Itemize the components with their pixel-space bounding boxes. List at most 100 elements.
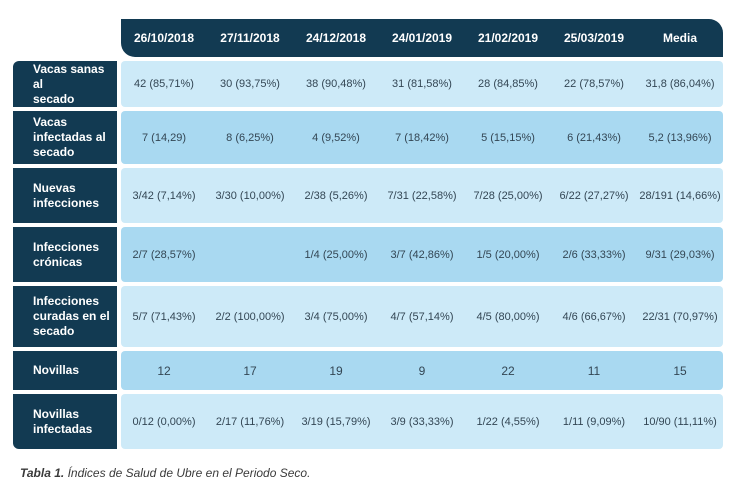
header-band: 26/10/2018 27/11/2018 24/12/2018 24/01/2019… [121, 19, 723, 57]
table-row: Vacas sanas al secado 42 (85,71%) 30 (93,75… [13, 61, 723, 107]
row-header-line: infectadas [33, 421, 93, 436]
row-header-label: Vacas infectadas al secado [33, 115, 106, 160]
table-cell: 5,2 (13,96%) [648, 131, 712, 144]
row-header-line: secado [33, 145, 75, 159]
table-cell: 3/42 (7,14%) [132, 189, 196, 202]
row-header: Infecciones curadas en el secado [13, 286, 117, 347]
table-cell: 10/90 (11,11%) [643, 415, 717, 428]
table-cell: 1/5 (20,00%) [476, 248, 540, 261]
row-values: 5/7 (71,43%) 2/2 (100,00%) 3/4 (75,00%) 4/7… [121, 286, 723, 347]
table-cell: 3/7 (42,86%) [390, 248, 454, 261]
row-values: 3/42 (7,14%) 3/30 (10,00%) 2/38 (5,26%) 7/3… [121, 168, 723, 223]
table-row: Infecciones crónicas 2/7 (28,57%) 1/4 (25,0… [13, 227, 723, 282]
table-cell: 4/5 (80,00%) [476, 310, 540, 323]
table-cell: 11 [587, 363, 601, 378]
row-values: 12 17 19 9 22 11 15 [121, 351, 723, 390]
table-row: Novillas infectadas 0/12 (0,00%) 2/17 (11,7… [13, 394, 723, 449]
row-header-line: Novillas [33, 406, 80, 421]
caption-text: Índices de Salud de Ubre en el Periodo S… [64, 466, 311, 480]
table-row: Nuevas infecciones 3/42 (7,14%) 3/30 (10,00… [13, 168, 723, 223]
table-cell [207, 227, 293, 282]
table-cell: 1/11 (9,09%) [562, 415, 626, 428]
row-header-line: Vacas [33, 115, 68, 129]
row-values: 0/12 (0,00%) 2/17 (11,76%) 3/19 (15,79%) 3/… [121, 394, 723, 449]
row-header: Vacas sanas al secado [13, 61, 117, 107]
table-cell: 6/22 (27,27%) [559, 189, 629, 202]
table-cell: 7 (14,29) [141, 131, 187, 144]
table-cell: 7 (18,42%) [395, 131, 449, 144]
row-header-line: Novillas [33, 363, 80, 377]
row-header-label: Infecciones crónicas [33, 240, 99, 270]
row-values: 42 (85,71%) 30 (93,75%) 38 (90,48%) 31 (81,… [121, 61, 723, 107]
row-header-line: Vacas sanas al [33, 61, 105, 91]
table-cell: 7/28 (25,00%) [473, 189, 543, 202]
row-header-label: Vacas sanas al secado [33, 62, 117, 107]
table-cell: 22 (78,57%) [564, 78, 624, 90]
table-cell: 3/9 (33,33%) [390, 415, 454, 428]
table-cell: 3/19 (15,79%) [301, 415, 371, 428]
row-header: Novillas [13, 351, 117, 390]
row-header-line: Infecciones [33, 239, 100, 254]
column-header: Media [662, 31, 697, 45]
row-values: 7 (14,29) 8 (6,25%) 4 (9,52%) 7 (18,42%) 5 (… [121, 111, 723, 164]
table-row: Infecciones curadas en el secado 5/7 (71,43… [13, 286, 723, 347]
data-table: 26/10/2018 27/11/2018 24/12/2018 24/01/2019… [13, 19, 723, 453]
table-cell: 8 (6,25%) [226, 131, 274, 144]
row-header-label: Infecciones curadas en el secado [33, 294, 110, 339]
table-cell: 28/191 (14,66%) [639, 189, 721, 202]
table-cell: 2/6 (33,33%) [562, 248, 626, 261]
table-cell: 3/30 (10,00%) [215, 189, 285, 202]
row-header-label: Novillas [33, 363, 79, 378]
table-cell: 0/12 (0,00%) [132, 415, 196, 428]
column-header: 21/02/2019 [477, 31, 539, 45]
row-header-line: Infecciones [33, 294, 100, 308]
column-header: 25/03/2019 [563, 31, 625, 45]
row-header: Infecciones crónicas [13, 227, 117, 282]
table-cell: 17 [243, 363, 257, 378]
row-header-line: secado [33, 91, 75, 106]
table-row: Novillas 12 17 19 9 22 11 15 [13, 351, 723, 390]
row-header-label: Novillas infectadas [33, 407, 92, 437]
column-header: 26/10/2018 [133, 31, 195, 45]
table-row: Vacas infectadas al secado 7 (14,29) 8 (6,25… [13, 111, 723, 164]
row-header-label: Nuevas infecciones [33, 181, 99, 211]
table-cell: 2/17 (11,76%) [215, 415, 285, 428]
header-row: 26/10/2018 27/11/2018 24/12/2018 24/01/2019… [13, 19, 723, 57]
row-header: Vacas infectadas al secado [13, 111, 117, 164]
table-cell: 6 (21,43%) [567, 131, 621, 144]
table-cell: 31,8 (86,04%) [645, 78, 715, 90]
row-header-line: curadas en el [33, 309, 110, 323]
table-cell: 22/31 (70,97%) [642, 310, 718, 323]
table-caption: Tabla 1. Índices de Salud de Ubre en el … [20, 466, 310, 480]
header-spacer [13, 19, 121, 57]
row-header-line: infecciones [33, 195, 100, 210]
table-cell: 5 (15,15%) [481, 131, 535, 144]
caption-prefix: Tabla 1. [20, 466, 65, 480]
table-body: Vacas sanas al secado 42 (85,71%) 30 (93,75… [13, 61, 723, 449]
row-values: 2/7 (28,57%) 1/4 (25,00%) 3/7 (42,86%) 1/5 … [121, 227, 723, 282]
table-cell: 2/7 (28,57%) [132, 248, 196, 261]
table-cell: 38 (90,48%) [306, 78, 366, 90]
table-cell: 2/38 (5,26%) [304, 189, 368, 202]
table-cell: 9/31 (29,03%) [645, 248, 715, 261]
table-cell: 1/4 (25,00%) [304, 248, 368, 261]
column-header: 27/11/2018 [220, 31, 280, 45]
table-cell: 22 [501, 363, 515, 378]
table-cell: 31 (81,58%) [392, 78, 452, 90]
table-cell: 19 [329, 363, 343, 378]
table-cell: 28 (84,85%) [478, 78, 538, 90]
row-header-line: infectadas al [33, 130, 106, 144]
table-cell: 2/2 (100,00%) [215, 310, 285, 323]
table-cell: 5/7 (71,43%) [132, 310, 196, 323]
column-header: 24/01/2019 [391, 31, 453, 45]
table-cell: 12 [157, 363, 171, 378]
row-header: Nuevas infecciones [13, 168, 117, 223]
table-cell: 4 (9,52%) [312, 131, 360, 144]
row-header-line: crónicas [33, 254, 83, 269]
table-cell: 30 (93,75%) [220, 78, 280, 90]
table-cell: 9 [418, 363, 426, 378]
row-header-line: secado [33, 324, 75, 338]
table-cell: 3/4 (75,00%) [304, 310, 368, 323]
table-cell: 42 (85,71%) [134, 78, 194, 90]
table-cell: 7/31 (22,58%) [387, 189, 457, 202]
